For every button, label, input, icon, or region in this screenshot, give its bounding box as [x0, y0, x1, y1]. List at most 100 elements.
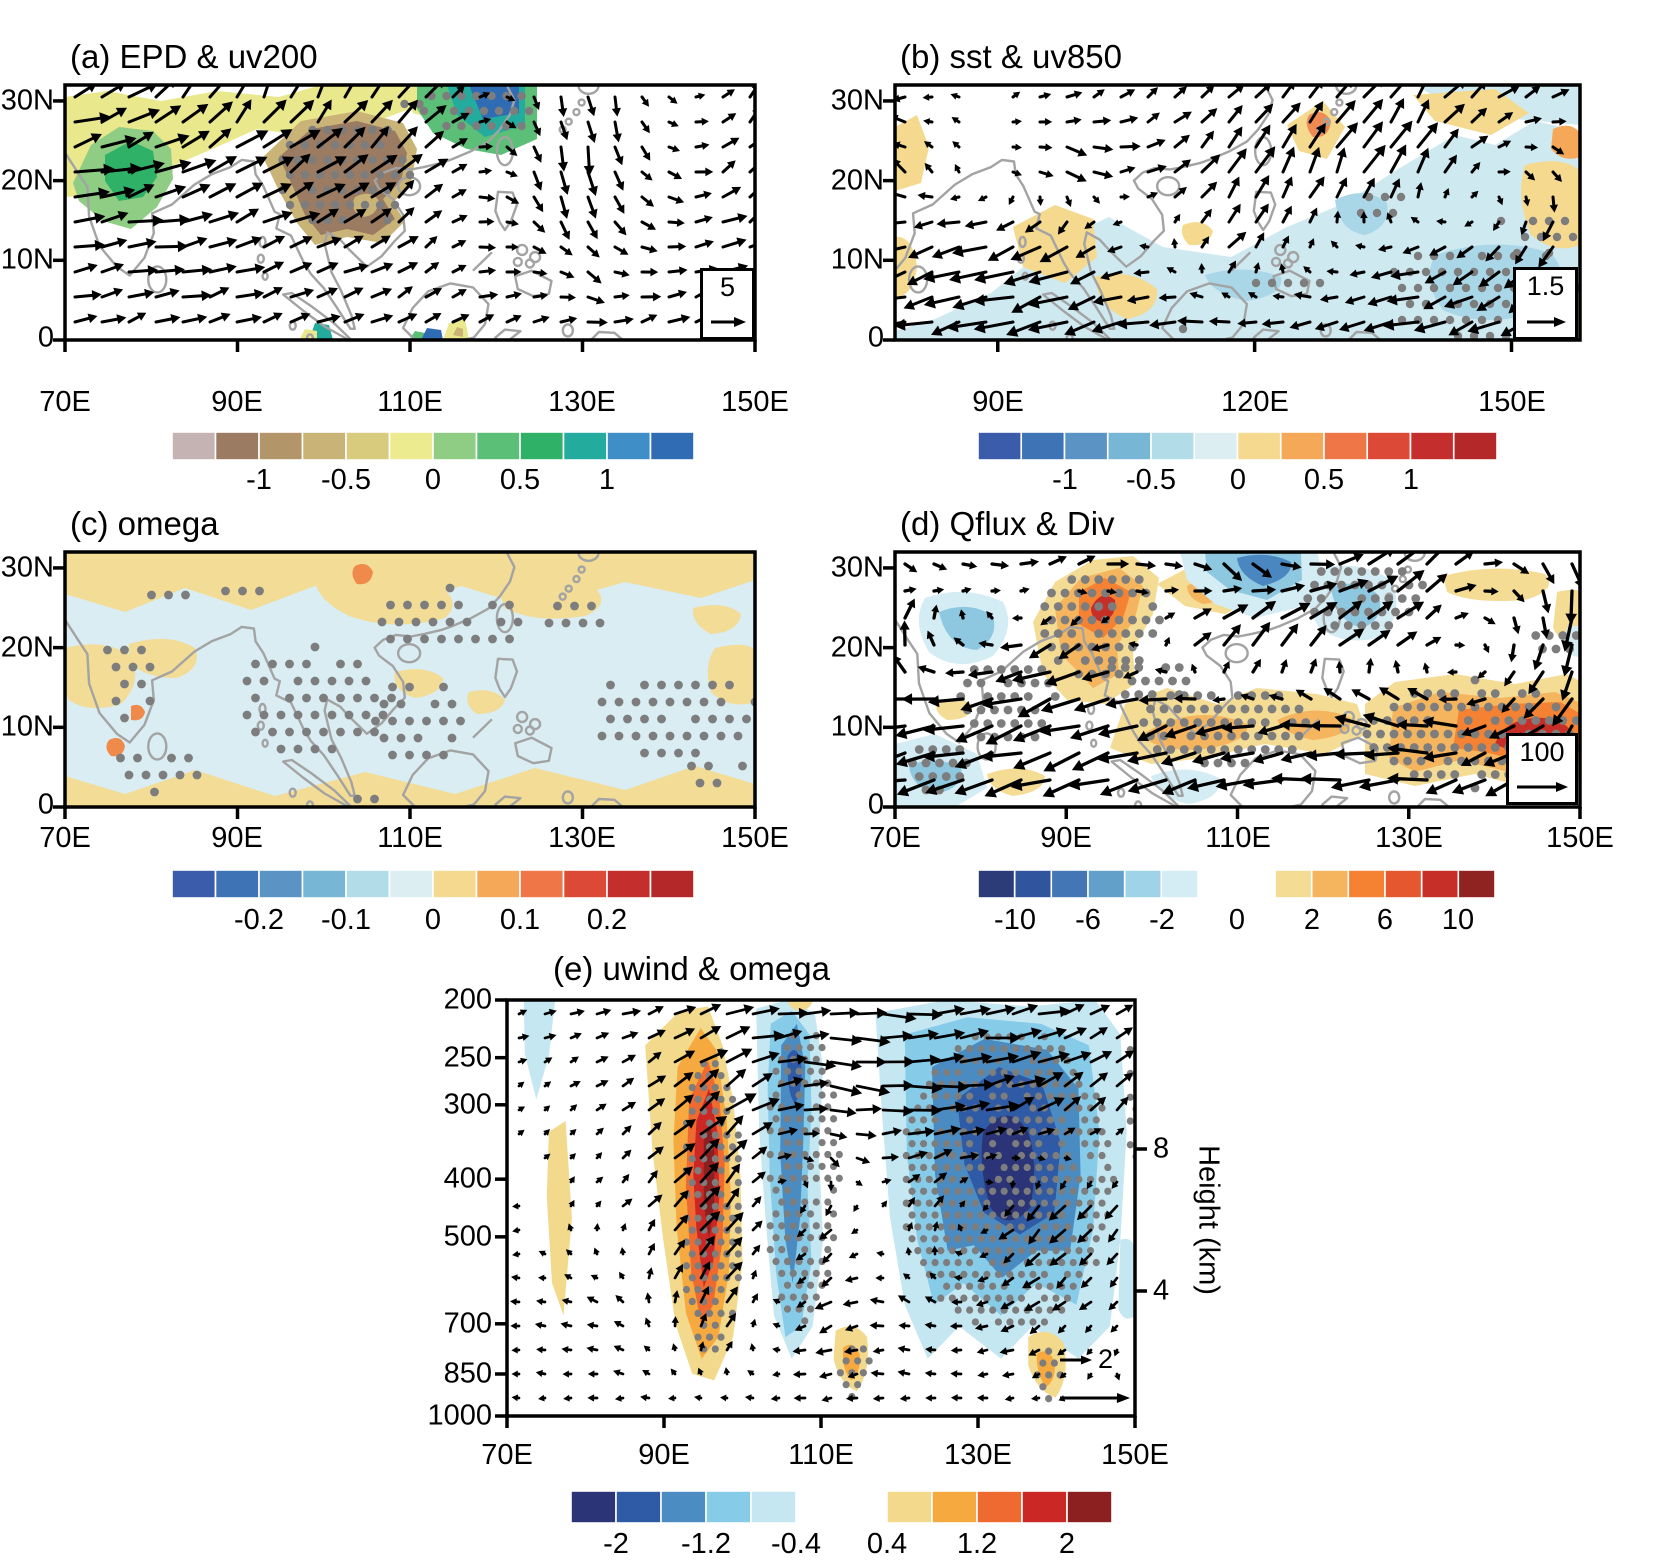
panel-b-colorbar — [978, 432, 1497, 460]
panel-a-xtick: 130E — [548, 386, 616, 418]
colorbar-cell — [301, 432, 347, 460]
panel-c-cb-label: -0.1 — [321, 904, 371, 936]
colorbar-cell — [615, 1491, 662, 1523]
colorbar-cell — [1310, 870, 1350, 898]
colorbar-cell — [301, 870, 347, 898]
panel-b-title: (b) sst & uv850 — [900, 38, 1122, 75]
panel-d-colorbar-positive — [1275, 870, 1495, 898]
panel-e-height-tick: 4 — [1153, 1274, 1170, 1307]
panel-e-colorbar-positive — [887, 1491, 1112, 1523]
colorbar-cell — [214, 432, 260, 460]
panel-a-xtick: 110E — [377, 386, 443, 418]
panel-e-xtick: 110E — [788, 1439, 854, 1471]
panel-b-xtick: 150E — [1478, 386, 1546, 418]
panel-a-cb-label: 1 — [598, 464, 616, 496]
colorbar-cell — [1279, 432, 1325, 460]
panel-a-cb-label: 0.5 — [499, 464, 541, 496]
panel-a-map — [53, 83, 757, 352]
panel-a-ytick: 20N — [0, 164, 54, 197]
panel-c-ytick: 0 — [37, 788, 54, 821]
colorbar-cell — [1323, 432, 1369, 460]
panel-b-ytick: 0 — [867, 321, 884, 354]
colorbar-cell — [432, 870, 478, 898]
panel-d-cb-label: -10 — [994, 904, 1036, 936]
panel-a-cb-label: 0 — [424, 464, 442, 496]
colorbar-cell — [1013, 870, 1053, 898]
panel-c-ytick: 20N — [0, 631, 54, 664]
panel-e-pressure-tick: 1000 — [427, 1399, 492, 1432]
colorbar-cell — [606, 432, 652, 460]
colorbar-cell — [475, 432, 521, 460]
panel-b-ytick: 30N — [830, 84, 884, 117]
panel-d-ytick: 0 — [867, 788, 884, 821]
panel-c-xtick: 130E — [548, 822, 616, 854]
panel-d-ytick: 10N — [830, 710, 884, 743]
colorbar-cell — [1050, 870, 1089, 898]
panel-b-cb-label: 1 — [1402, 464, 1420, 496]
colorbar-cell — [258, 432, 304, 460]
panel-e-pressure-tick: 400 — [443, 1162, 492, 1195]
colorbar-cell — [931, 1491, 978, 1523]
colorbar-cell — [432, 432, 478, 460]
colorbar-cell — [649, 870, 694, 898]
panel-e-height-tick: 8 — [1153, 1132, 1170, 1165]
colorbar-cell — [606, 870, 652, 898]
reference-arrow-icon — [1526, 317, 1566, 327]
panel-e-title: (e) uwind & omega — [553, 950, 830, 987]
colorbar-cell — [519, 432, 565, 460]
colorbar-cell — [172, 870, 217, 898]
colorbar-cell — [1236, 432, 1282, 460]
panel-c-cb-label: 0.1 — [499, 904, 541, 936]
panel-e-cb-label: -2 — [603, 1528, 629, 1560]
colorbar-cell — [1106, 432, 1152, 460]
panel-a-cb-label: -1 — [246, 464, 272, 496]
colorbar-cell — [976, 1491, 1023, 1523]
colorbar-cell — [1150, 432, 1196, 460]
panel-b-vector-reference: 1.5 — [1513, 267, 1578, 340]
panel-d-cb-label: 10 — [1441, 904, 1475, 936]
colorbar-cell — [214, 870, 260, 898]
colorbar-cell — [660, 1491, 707, 1523]
colorbar-cell — [1087, 870, 1126, 898]
colorbar-cell — [1123, 870, 1163, 898]
panel-d-cb-label: 6 — [1376, 904, 1394, 936]
panel-c-xtick: 150E — [721, 822, 789, 854]
colorbar-cell — [887, 1491, 933, 1523]
panel-e-section — [495, 998, 1147, 1428]
colorbar-cell — [1384, 870, 1423, 898]
panel-e-xtick: 150E — [1101, 1439, 1169, 1471]
panel-d-map — [883, 550, 1582, 819]
panel-e-cb-label: -1.2 — [681, 1528, 731, 1560]
panel-c-cb-label: 0.2 — [586, 904, 628, 936]
colorbar-cell — [1420, 870, 1460, 898]
panel-d-cb-label: -2 — [1149, 904, 1175, 936]
colorbar-cell — [1347, 870, 1386, 898]
panel-c-xtick: 90E — [211, 822, 263, 854]
colorbar-cell — [1366, 432, 1412, 460]
reference-arrow-icon — [1060, 1393, 1130, 1403]
panel-b-cb-label: -1 — [1052, 464, 1078, 496]
panel-d-ytick: 30N — [830, 551, 884, 584]
colorbar-cell — [388, 870, 434, 898]
colorbar-cell — [1275, 870, 1313, 898]
panel-c-colorbar — [172, 870, 694, 898]
colorbar-cell — [571, 1491, 617, 1523]
panel-a-xtick: 70E — [39, 386, 91, 418]
panel-c-cb-label: -0.2 — [234, 904, 284, 936]
colorbar-cell — [1063, 432, 1109, 460]
panel-b-cb-label: 0 — [1229, 464, 1247, 496]
panel-a-ytick: 10N — [0, 243, 54, 276]
panel-b-cb-label: -0.5 — [1126, 464, 1176, 496]
colorbar-cell — [1452, 432, 1497, 460]
panel-e-cb-label: 0.4 — [866, 1528, 908, 1560]
panel-a-vector-reference: 5 — [700, 268, 755, 340]
colorbar-cell — [1020, 432, 1066, 460]
panel-d-cb-label: 0 — [1228, 904, 1246, 936]
panel-a-xtick: 150E — [721, 386, 789, 418]
panel-e-cb-label: 2 — [1058, 1528, 1076, 1560]
colorbar-cell — [562, 432, 608, 460]
panel-d-cb-label: 2 — [1303, 904, 1321, 936]
panel-c-title: (c) omega — [70, 505, 219, 542]
panel-d-cb-label: -6 — [1075, 904, 1101, 936]
panel-e-vector-reference-value: 2 — [1098, 1344, 1114, 1374]
